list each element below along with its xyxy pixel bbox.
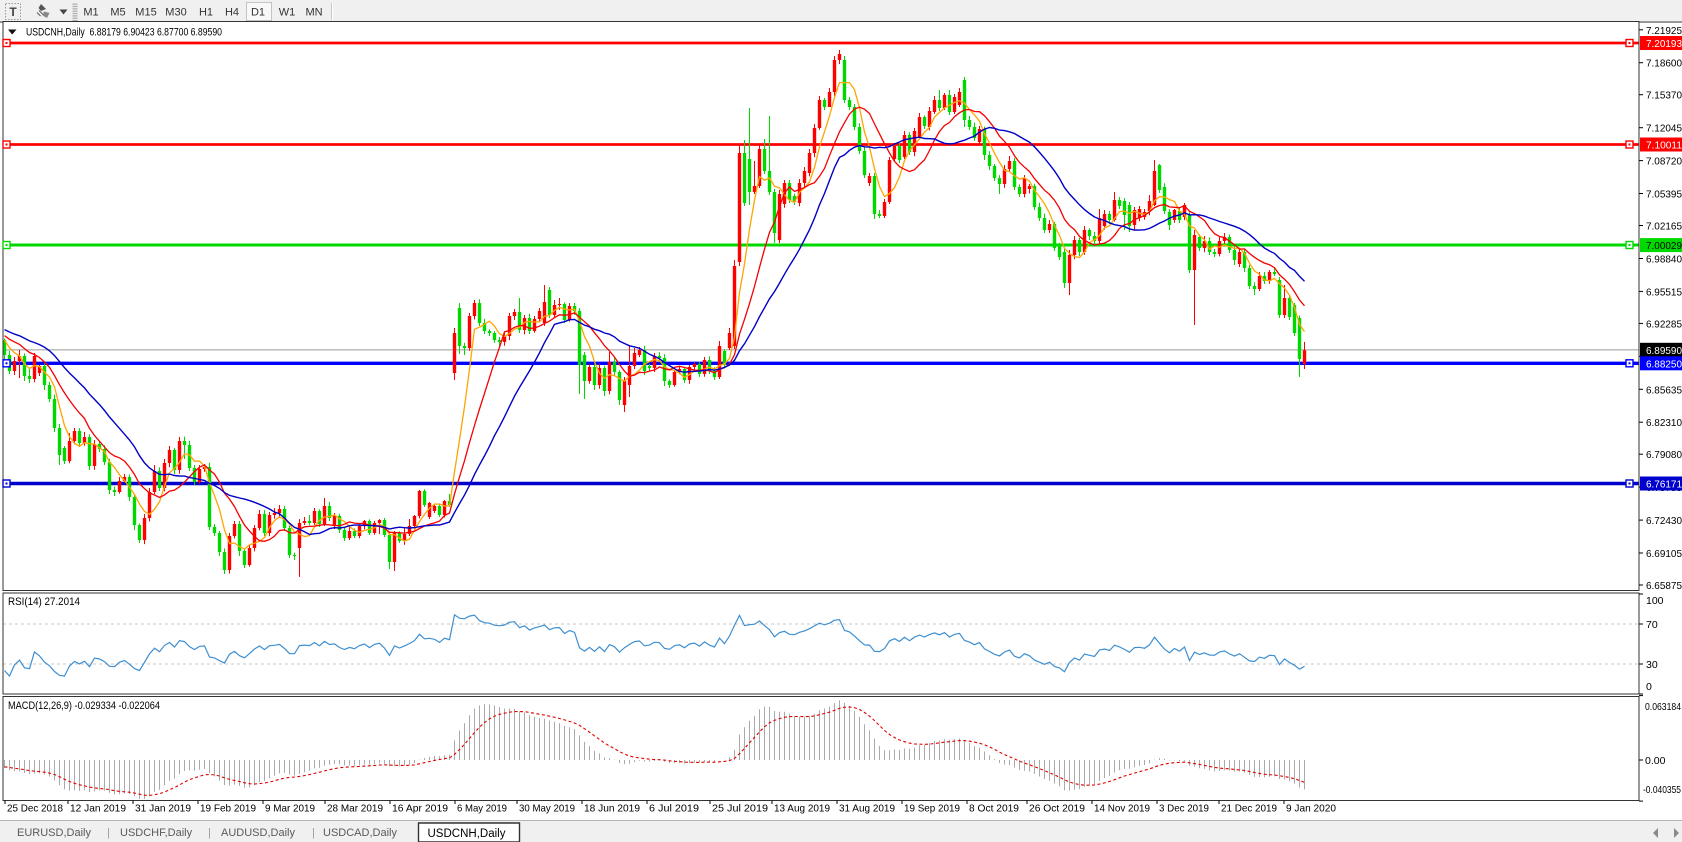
svg-text:100: 100 [1646,595,1664,607]
svg-text:30 May 2019: 30 May 2019 [519,803,575,815]
svg-text:7.05395: 7.05395 [1646,189,1682,201]
svg-text:25 Jul 2019: 25 Jul 2019 [712,803,768,815]
svg-text:8 Oct 2019: 8 Oct 2019 [969,803,1019,815]
svg-text:18 Jun 2019: 18 Jun 2019 [584,803,640,815]
svg-text:19 Feb 2019: 19 Feb 2019 [200,803,256,815]
svg-text:6.98840: 6.98840 [1646,254,1682,266]
svg-text:7.20193: 7.20193 [1646,38,1682,50]
svg-text:30: 30 [1646,659,1658,671]
svg-text:7.02165: 7.02165 [1646,221,1682,233]
svg-text:RSI(14) 27.2014: RSI(14) 27.2014 [8,596,80,608]
svg-text:M5: M5 [110,7,125,19]
svg-text:6.89590: 6.89590 [1646,345,1682,357]
svg-text:D1: D1 [251,7,265,19]
svg-text:6.76171: 6.76171 [1646,479,1682,491]
svg-text:7.12045: 7.12045 [1646,123,1682,135]
svg-text:T: T [9,5,17,19]
svg-text:MN: MN [305,7,322,19]
svg-text:W1: W1 [279,7,296,19]
svg-text:7.18600: 7.18600 [1646,58,1682,70]
svg-text:31 Aug 2019: 31 Aug 2019 [839,803,895,815]
svg-text:USDCNH,Daily 6.88179 6.90423: USDCNH,Daily 6.88179 6.90423 6.87700 6.8… [26,27,222,39]
svg-text:25 Dec 2018: 25 Dec 2018 [7,803,63,815]
svg-text:6.92285: 6.92285 [1646,318,1682,330]
svg-text:H4: H4 [225,7,239,19]
svg-text:USDCHF,Daily: USDCHF,Daily [120,827,193,839]
svg-text:6.79080: 6.79080 [1646,449,1682,461]
svg-text:|: | [208,827,211,839]
svg-text:6.95515: 6.95515 [1646,286,1682,298]
svg-text:19 Sep 2019: 19 Sep 2019 [904,803,960,815]
svg-text:|: | [312,827,315,839]
svg-text:M1: M1 [83,7,98,19]
svg-text:26 Oct 2019: 26 Oct 2019 [1029,803,1085,815]
svg-text:7.00029: 7.00029 [1646,240,1682,252]
svg-text:6.69105: 6.69105 [1646,548,1682,560]
svg-text:6.72430: 6.72430 [1646,515,1682,527]
svg-text:21 Dec 2019: 21 Dec 2019 [1221,803,1277,815]
svg-text:7.08720: 7.08720 [1646,156,1682,168]
svg-text:7.21925: 7.21925 [1646,25,1682,37]
svg-text:MACD(12,26,9) -0.029334 -0.022: MACD(12,26,9) -0.029334 -0.022064 [8,700,160,712]
svg-text:7.15370: 7.15370 [1646,90,1682,102]
svg-text:14 Nov 2019: 14 Nov 2019 [1094,803,1150,815]
svg-text:3 Dec 2019: 3 Dec 2019 [1159,803,1209,815]
svg-text:12 Jan 2019: 12 Jan 2019 [70,803,126,815]
svg-text:9 Mar 2019: 9 Mar 2019 [265,803,315,815]
svg-text:6.88250: 6.88250 [1646,358,1682,370]
svg-text:13 Aug 2019: 13 Aug 2019 [774,803,830,815]
svg-text:H1: H1 [199,7,213,19]
svg-text:6 Jul 2019: 6 Jul 2019 [649,803,699,815]
svg-text:6.82310: 6.82310 [1646,417,1682,429]
svg-text:6.85635: 6.85635 [1646,384,1682,396]
svg-text:M15: M15 [135,7,156,19]
svg-text:28 Mar 2019: 28 Mar 2019 [327,803,383,815]
svg-text:7.10011: 7.10011 [1646,140,1682,152]
svg-text:M30: M30 [165,7,186,19]
svg-text:EURUSD,Daily: EURUSD,Daily [17,827,91,839]
svg-text:31 Jan 2019: 31 Jan 2019 [135,803,191,815]
svg-text:|: | [107,827,110,839]
svg-text:0.063184: 0.063184 [1645,701,1681,713]
svg-text:0: 0 [1646,681,1652,693]
svg-text:-0.040355: -0.040355 [1643,784,1681,796]
svg-text:USDCNH,Daily: USDCNH,Daily [428,828,506,840]
svg-text:9 Jan 2020: 9 Jan 2020 [1286,803,1336,815]
svg-text:70: 70 [1646,619,1658,631]
svg-text:6 May 2019: 6 May 2019 [457,803,507,815]
svg-text:USDCAD,Daily: USDCAD,Daily [323,827,397,839]
svg-text:6.65875: 6.65875 [1646,580,1682,592]
svg-text:0.00: 0.00 [1645,755,1666,767]
svg-text:16 Apr 2019: 16 Apr 2019 [392,803,448,815]
svg-text:AUDUSD,Daily: AUDUSD,Daily [221,827,295,839]
